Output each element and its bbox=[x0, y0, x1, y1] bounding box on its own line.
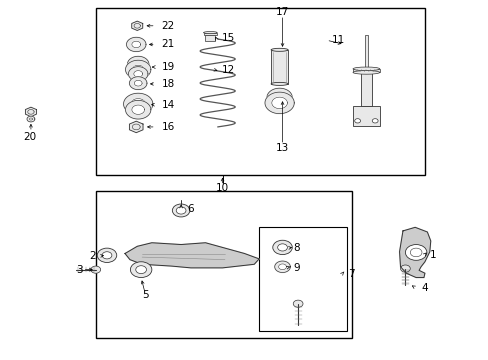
Circle shape bbox=[97, 248, 117, 262]
Polygon shape bbox=[129, 77, 147, 90]
Text: 19: 19 bbox=[161, 62, 175, 72]
Polygon shape bbox=[123, 93, 153, 115]
Bar bbox=[96, 191, 351, 338]
Polygon shape bbox=[134, 71, 142, 77]
Polygon shape bbox=[133, 60, 143, 68]
Polygon shape bbox=[128, 67, 148, 81]
Polygon shape bbox=[134, 80, 142, 86]
Polygon shape bbox=[264, 92, 294, 114]
Text: 2: 2 bbox=[89, 251, 96, 261]
Text: 15: 15 bbox=[221, 33, 234, 43]
Circle shape bbox=[405, 244, 426, 260]
Polygon shape bbox=[127, 56, 149, 72]
Circle shape bbox=[371, 119, 377, 123]
Text: 4: 4 bbox=[420, 283, 427, 293]
Bar bbox=[352, 69, 379, 72]
Text: 7: 7 bbox=[347, 269, 354, 279]
Polygon shape bbox=[27, 116, 35, 122]
Polygon shape bbox=[29, 118, 32, 120]
Bar bbox=[360, 69, 371, 107]
Text: 16: 16 bbox=[161, 122, 175, 132]
Text: 21: 21 bbox=[161, 40, 175, 49]
Polygon shape bbox=[271, 97, 287, 109]
Bar bbox=[352, 107, 379, 126]
Ellipse shape bbox=[270, 48, 287, 51]
Ellipse shape bbox=[270, 82, 287, 85]
Text: 18: 18 bbox=[161, 79, 175, 89]
Bar bbox=[270, 50, 287, 84]
Text: 14: 14 bbox=[161, 100, 175, 110]
Bar bbox=[205, 35, 215, 41]
Circle shape bbox=[409, 248, 421, 257]
Polygon shape bbox=[131, 99, 145, 109]
Text: 1: 1 bbox=[429, 250, 435, 260]
Polygon shape bbox=[125, 60, 151, 79]
Text: 22: 22 bbox=[161, 21, 175, 31]
Polygon shape bbox=[274, 261, 290, 273]
Ellipse shape bbox=[352, 67, 379, 71]
Polygon shape bbox=[125, 100, 151, 119]
Polygon shape bbox=[129, 121, 142, 133]
Polygon shape bbox=[399, 227, 430, 278]
Circle shape bbox=[172, 204, 189, 217]
Text: 11: 11 bbox=[331, 35, 345, 45]
Ellipse shape bbox=[203, 32, 217, 34]
Text: 6: 6 bbox=[186, 204, 193, 214]
Circle shape bbox=[277, 244, 287, 251]
Text: 13: 13 bbox=[275, 143, 288, 153]
Polygon shape bbox=[266, 88, 292, 107]
Circle shape bbox=[272, 240, 292, 255]
Polygon shape bbox=[25, 107, 36, 117]
Text: 12: 12 bbox=[221, 65, 234, 75]
Text: 3: 3 bbox=[76, 265, 83, 275]
Bar bbox=[259, 226, 346, 331]
Text: 17: 17 bbox=[275, 7, 288, 17]
Polygon shape bbox=[132, 41, 141, 48]
Circle shape bbox=[136, 266, 146, 274]
Polygon shape bbox=[278, 264, 286, 270]
Ellipse shape bbox=[352, 71, 379, 74]
Bar bbox=[364, 35, 367, 69]
Text: 20: 20 bbox=[23, 132, 37, 142]
Circle shape bbox=[91, 266, 101, 273]
Circle shape bbox=[130, 262, 152, 278]
Circle shape bbox=[400, 265, 409, 272]
Bar bbox=[203, 33, 217, 35]
Text: 9: 9 bbox=[293, 262, 299, 273]
Circle shape bbox=[354, 119, 360, 123]
Polygon shape bbox=[132, 65, 144, 74]
Text: 8: 8 bbox=[293, 243, 299, 253]
Polygon shape bbox=[132, 105, 144, 114]
Bar bbox=[96, 8, 424, 175]
Circle shape bbox=[102, 252, 112, 259]
Polygon shape bbox=[131, 21, 142, 31]
Polygon shape bbox=[126, 37, 146, 51]
Polygon shape bbox=[125, 243, 259, 268]
Text: 5: 5 bbox=[142, 291, 148, 301]
Text: 10: 10 bbox=[216, 183, 229, 193]
Circle shape bbox=[293, 300, 303, 307]
Polygon shape bbox=[272, 93, 286, 103]
Circle shape bbox=[176, 207, 185, 214]
